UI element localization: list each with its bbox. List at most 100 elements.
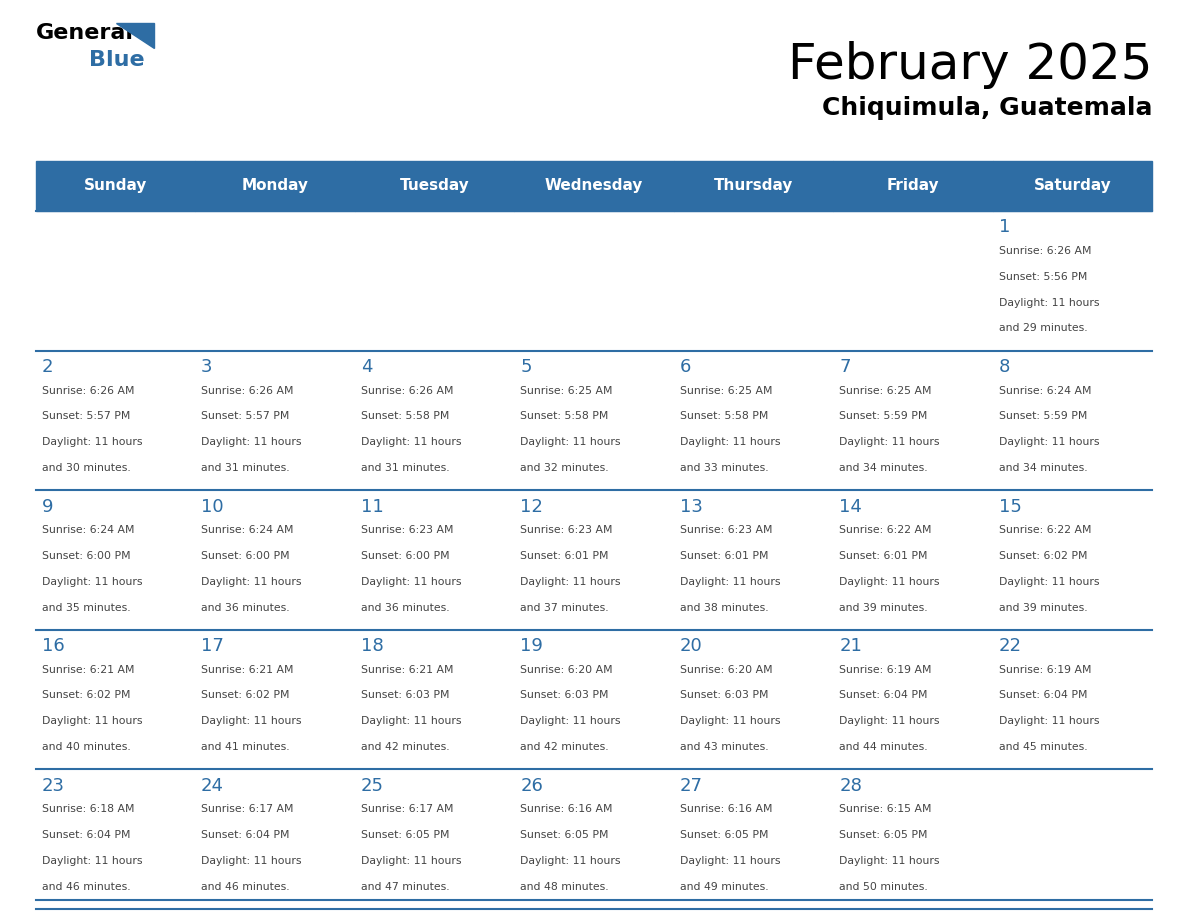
Text: 1: 1 xyxy=(999,218,1010,237)
Text: Daylight: 11 hours: Daylight: 11 hours xyxy=(201,716,302,726)
Text: and 44 minutes.: and 44 minutes. xyxy=(839,742,928,752)
Text: Daylight: 11 hours: Daylight: 11 hours xyxy=(201,577,302,587)
Text: Sunrise: 6:17 AM: Sunrise: 6:17 AM xyxy=(361,804,453,814)
Text: and 36 minutes.: and 36 minutes. xyxy=(361,602,449,612)
Text: Sunset: 6:04 PM: Sunset: 6:04 PM xyxy=(42,830,129,840)
Text: 4: 4 xyxy=(361,358,372,376)
Text: 22: 22 xyxy=(999,637,1022,655)
Text: Sunrise: 6:25 AM: Sunrise: 6:25 AM xyxy=(520,386,613,396)
Bar xyxy=(674,351,833,490)
Bar xyxy=(195,211,355,351)
Text: 10: 10 xyxy=(201,498,223,516)
Text: Sunrise: 6:16 AM: Sunrise: 6:16 AM xyxy=(520,804,613,814)
Text: Sunset: 6:00 PM: Sunset: 6:00 PM xyxy=(42,551,131,561)
Text: Daylight: 11 hours: Daylight: 11 hours xyxy=(999,716,1099,726)
Text: 28: 28 xyxy=(839,777,862,795)
Text: Sunrise: 6:25 AM: Sunrise: 6:25 AM xyxy=(680,386,772,396)
Bar xyxy=(514,211,674,351)
Text: Daylight: 11 hours: Daylight: 11 hours xyxy=(520,577,620,587)
Text: Sunrise: 6:17 AM: Sunrise: 6:17 AM xyxy=(201,804,293,814)
Text: and 47 minutes.: and 47 minutes. xyxy=(361,881,449,891)
Text: Sunrise: 6:16 AM: Sunrise: 6:16 AM xyxy=(680,804,772,814)
Text: 14: 14 xyxy=(839,498,862,516)
Bar xyxy=(195,161,355,211)
Text: Sunrise: 6:21 AM: Sunrise: 6:21 AM xyxy=(361,665,453,675)
Text: and 39 minutes.: and 39 minutes. xyxy=(999,602,1087,612)
Text: and 35 minutes.: and 35 minutes. xyxy=(42,602,131,612)
Text: and 29 minutes.: and 29 minutes. xyxy=(999,323,1087,333)
Bar xyxy=(993,490,1152,630)
Text: Monday: Monday xyxy=(241,178,309,194)
Text: 23: 23 xyxy=(42,777,64,795)
Text: Sunrise: 6:26 AM: Sunrise: 6:26 AM xyxy=(201,386,293,396)
Text: 7: 7 xyxy=(839,358,851,376)
Text: 5: 5 xyxy=(520,358,532,376)
Bar xyxy=(833,161,993,211)
Bar xyxy=(674,161,833,211)
Text: Sunset: 6:04 PM: Sunset: 6:04 PM xyxy=(999,690,1087,700)
Bar xyxy=(355,351,514,490)
Text: 21: 21 xyxy=(839,637,862,655)
Text: General: General xyxy=(36,23,133,43)
Bar xyxy=(674,630,833,769)
Text: Sunrise: 6:18 AM: Sunrise: 6:18 AM xyxy=(42,804,134,814)
Text: Sunset: 5:58 PM: Sunset: 5:58 PM xyxy=(520,411,608,421)
Text: and 41 minutes.: and 41 minutes. xyxy=(201,742,290,752)
Text: Sunset: 6:03 PM: Sunset: 6:03 PM xyxy=(361,690,449,700)
Text: Wednesday: Wednesday xyxy=(545,178,643,194)
Bar xyxy=(355,630,514,769)
Bar xyxy=(36,351,195,490)
Text: Sunset: 5:57 PM: Sunset: 5:57 PM xyxy=(42,411,129,421)
Text: Sunset: 6:02 PM: Sunset: 6:02 PM xyxy=(42,690,129,700)
Bar xyxy=(514,769,674,909)
Text: Daylight: 11 hours: Daylight: 11 hours xyxy=(680,437,781,447)
Text: Daylight: 11 hours: Daylight: 11 hours xyxy=(42,437,143,447)
Text: and 39 minutes.: and 39 minutes. xyxy=(839,602,928,612)
Text: 26: 26 xyxy=(520,777,543,795)
Text: Sunset: 6:04 PM: Sunset: 6:04 PM xyxy=(201,830,290,840)
Text: Sunset: 6:01 PM: Sunset: 6:01 PM xyxy=(680,551,769,561)
Text: and 40 minutes.: and 40 minutes. xyxy=(42,742,131,752)
Text: Sunrise: 6:26 AM: Sunrise: 6:26 AM xyxy=(999,246,1092,256)
Text: 19: 19 xyxy=(520,637,543,655)
Text: Daylight: 11 hours: Daylight: 11 hours xyxy=(839,437,940,447)
Text: 18: 18 xyxy=(361,637,384,655)
Text: Sunset: 6:05 PM: Sunset: 6:05 PM xyxy=(361,830,449,840)
Text: 17: 17 xyxy=(201,637,225,655)
Text: Daylight: 11 hours: Daylight: 11 hours xyxy=(361,577,461,587)
Text: and 37 minutes.: and 37 minutes. xyxy=(520,602,608,612)
Bar xyxy=(833,630,993,769)
Text: 8: 8 xyxy=(999,358,1010,376)
Text: Tuesday: Tuesday xyxy=(399,178,469,194)
Text: Sunrise: 6:15 AM: Sunrise: 6:15 AM xyxy=(839,804,931,814)
Text: Sunset: 6:05 PM: Sunset: 6:05 PM xyxy=(520,830,608,840)
Bar xyxy=(36,630,195,769)
Text: Sunset: 5:57 PM: Sunset: 5:57 PM xyxy=(201,411,290,421)
Text: Sunrise: 6:21 AM: Sunrise: 6:21 AM xyxy=(42,665,134,675)
Text: Sunday: Sunday xyxy=(83,178,147,194)
Text: Sunrise: 6:21 AM: Sunrise: 6:21 AM xyxy=(201,665,293,675)
Bar xyxy=(674,211,833,351)
Text: Sunset: 6:01 PM: Sunset: 6:01 PM xyxy=(520,551,608,561)
Bar xyxy=(833,769,993,909)
Bar xyxy=(674,769,833,909)
Bar xyxy=(355,161,514,211)
Text: February 2025: February 2025 xyxy=(788,41,1152,89)
Text: Sunrise: 6:26 AM: Sunrise: 6:26 AM xyxy=(42,386,134,396)
Text: Sunrise: 6:26 AM: Sunrise: 6:26 AM xyxy=(361,386,453,396)
Text: 15: 15 xyxy=(999,498,1022,516)
Text: and 33 minutes.: and 33 minutes. xyxy=(680,463,769,473)
Text: and 42 minutes.: and 42 minutes. xyxy=(361,742,449,752)
Bar xyxy=(514,490,674,630)
Text: Sunset: 6:02 PM: Sunset: 6:02 PM xyxy=(999,551,1087,561)
Text: Sunset: 6:05 PM: Sunset: 6:05 PM xyxy=(680,830,769,840)
Text: and 36 minutes.: and 36 minutes. xyxy=(201,602,290,612)
Text: Daylight: 11 hours: Daylight: 11 hours xyxy=(361,856,461,866)
Text: Sunset: 6:04 PM: Sunset: 6:04 PM xyxy=(839,690,928,700)
Bar xyxy=(833,211,993,351)
Text: Blue: Blue xyxy=(89,50,145,71)
Text: Sunset: 6:02 PM: Sunset: 6:02 PM xyxy=(201,690,290,700)
Text: Daylight: 11 hours: Daylight: 11 hours xyxy=(361,716,461,726)
Text: Daylight: 11 hours: Daylight: 11 hours xyxy=(999,577,1099,587)
Text: Sunset: 6:00 PM: Sunset: 6:00 PM xyxy=(201,551,290,561)
